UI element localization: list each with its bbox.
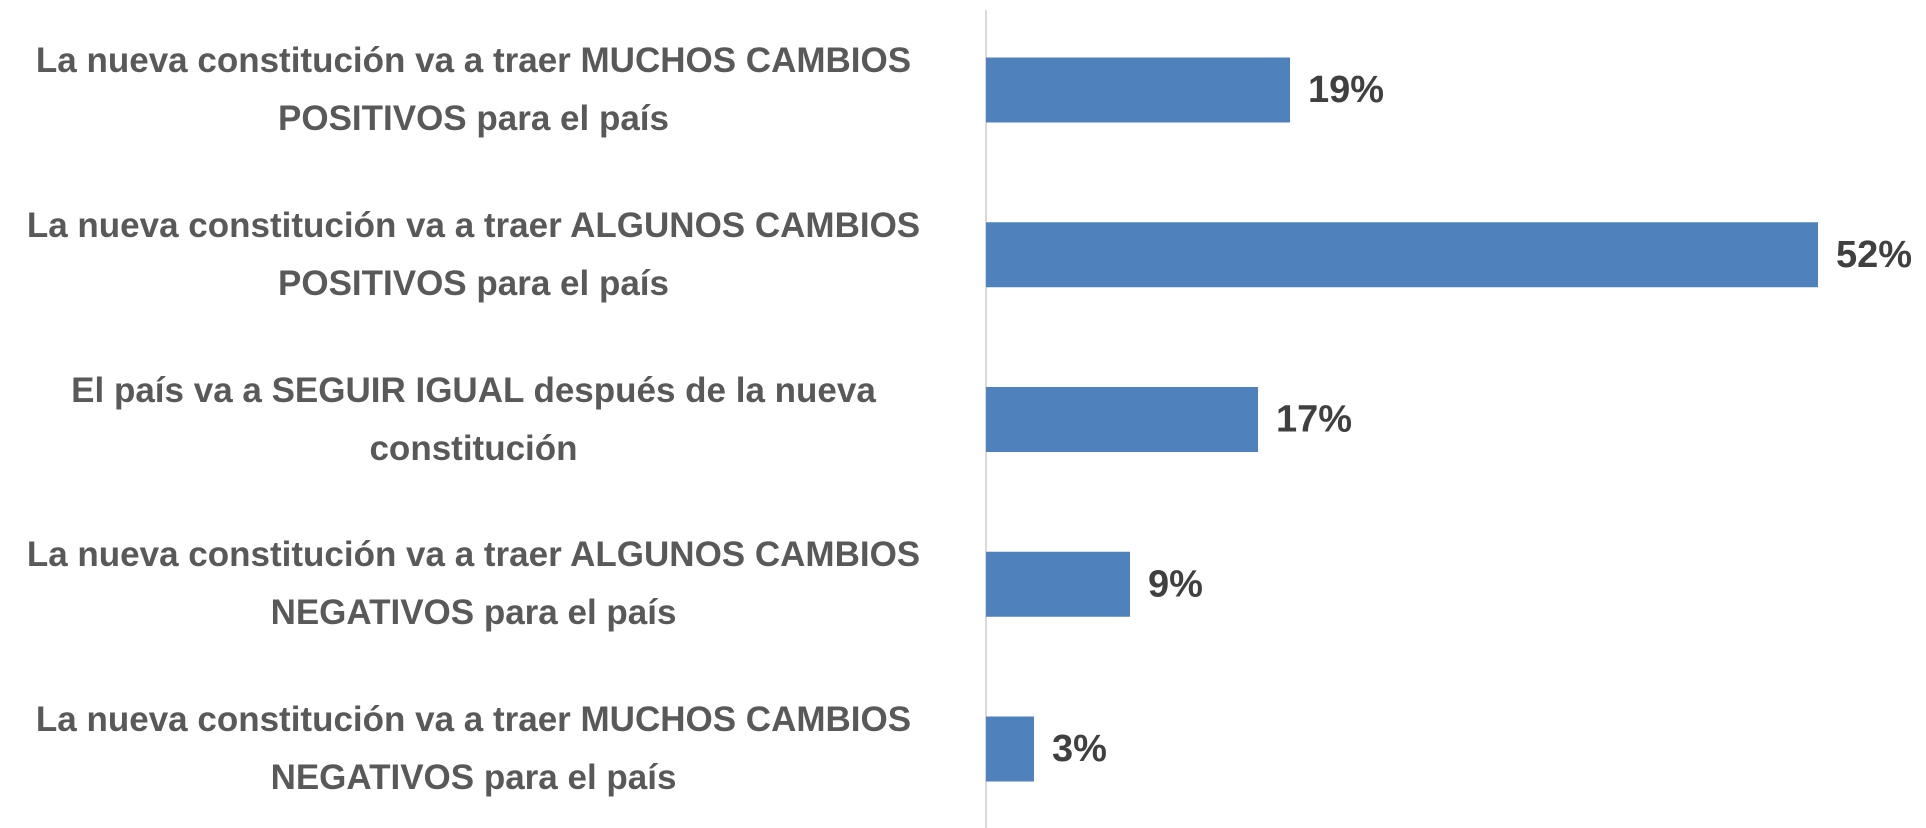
bar <box>986 716 1034 782</box>
value-label: 19% <box>1308 69 1384 111</box>
category-label: El país va a SEGUIR IGUAL después de la … <box>71 370 876 468</box>
bar <box>986 222 1818 288</box>
category-label: La nueva constitución va a traer MUCHOS … <box>35 41 912 138</box>
category-label: La nueva constitución va a traer MUCHOS … <box>35 700 912 797</box>
bar <box>986 551 1130 617</box>
value-label: 3% <box>1052 728 1107 770</box>
bar <box>986 57 1290 123</box>
value-label: 17% <box>1276 399 1352 441</box>
category-label: La nueva constitución va a traer ALGUNOS… <box>26 535 921 633</box>
category-label: La nueva constitución va a traer ALGUNOS… <box>26 205 921 303</box>
value-label: 9% <box>1148 563 1203 605</box>
value-label: 52% <box>1836 234 1912 276</box>
bar <box>986 387 1258 452</box>
